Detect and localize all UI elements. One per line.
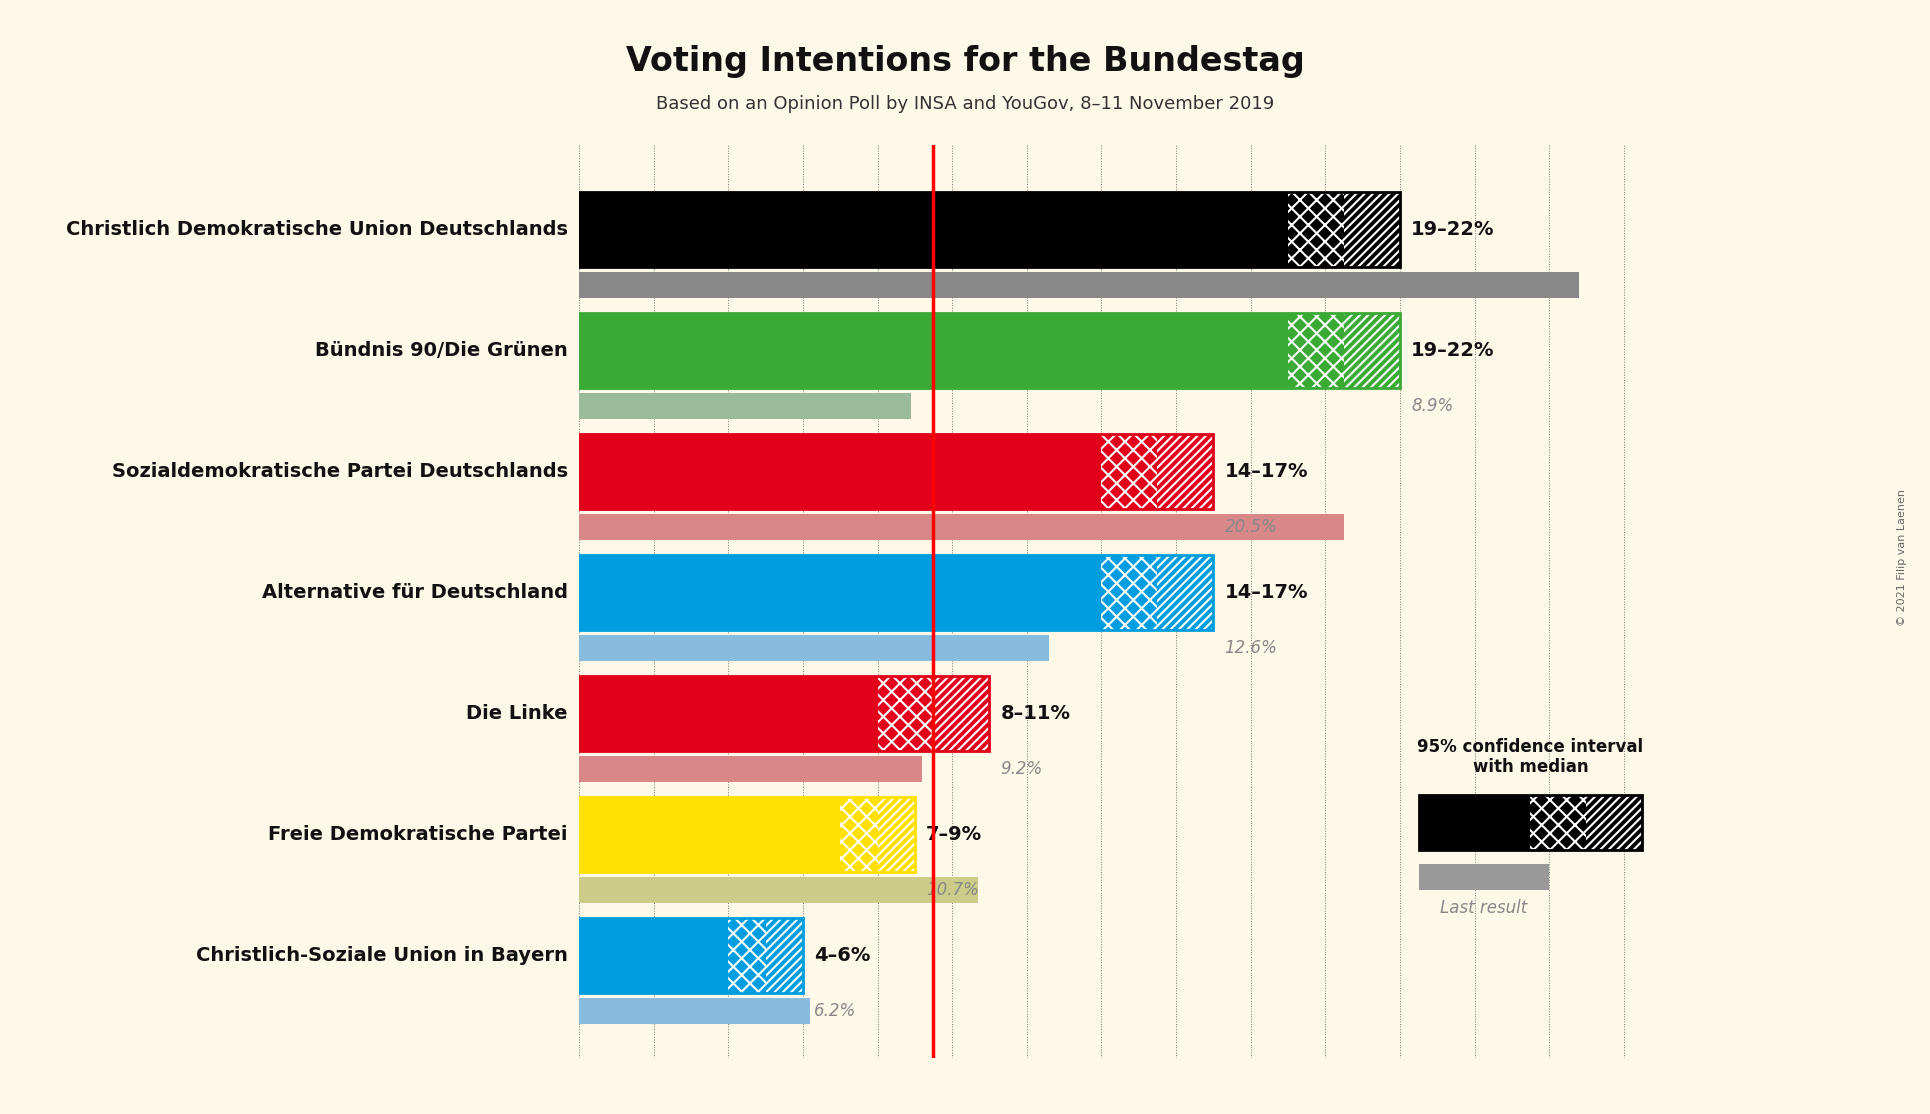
Text: 8–11%: 8–11% [1000, 704, 1071, 723]
Text: Last result: Last result [1440, 899, 1527, 917]
Text: Freie Demokratische Partei: Freie Demokratische Partei [268, 825, 567, 844]
Bar [579, 192, 1287, 267]
Bar [1158, 555, 1214, 631]
Bar [766, 918, 803, 993]
Text: 4–6%: 4–6% [814, 946, 870, 965]
Bar [878, 797, 915, 872]
Bar [579, 434, 1214, 509]
Text: 6.2%: 6.2% [814, 1003, 857, 1020]
Text: 14–17%: 14–17% [1224, 583, 1309, 602]
Text: 26.8%: 26.8% [1411, 276, 1465, 294]
Bar [1287, 192, 1343, 267]
Text: Alternative für Deutschland: Alternative für Deutschland [262, 583, 567, 602]
Text: 14–17%: 14–17% [1224, 462, 1309, 481]
Bar [579, 676, 990, 751]
Text: Based on an Opinion Poll by INSA and YouGov, 8–11 November 2019: Based on an Opinion Poll by INSA and You… [656, 95, 1274, 113]
Bar [878, 676, 934, 751]
Bar [579, 797, 840, 872]
Bar [1343, 313, 1399, 388]
Bar [579, 393, 911, 420]
Text: 9.2%: 9.2% [1000, 760, 1042, 779]
Text: Sozialdemokratische Partei Deutschlands: Sozialdemokratische Partei Deutschlands [112, 462, 567, 481]
Bar [579, 755, 923, 782]
Bar [1102, 555, 1158, 631]
Bar [579, 797, 915, 872]
Text: 7–9%: 7–9% [926, 825, 982, 844]
Bar [1419, 863, 1550, 890]
Bar [579, 514, 1343, 540]
Text: 19–22%: 19–22% [1411, 341, 1494, 360]
Bar [579, 272, 1579, 299]
Bar [579, 998, 811, 1025]
Bar [579, 676, 878, 751]
Bar [1287, 313, 1343, 388]
Bar [579, 918, 728, 993]
Bar [1158, 434, 1214, 509]
Bar [934, 676, 990, 751]
Text: 10.7%: 10.7% [926, 881, 979, 899]
Bar [1419, 795, 1642, 850]
Bar [579, 555, 1102, 631]
Text: Christlich-Soziale Union in Bayern: Christlich-Soziale Union in Bayern [197, 946, 567, 965]
Bar [1102, 434, 1158, 509]
Bar [1419, 795, 1530, 850]
Bar [579, 635, 1050, 662]
Text: Die Linke: Die Linke [467, 704, 567, 723]
Bar [579, 918, 803, 993]
Text: Bündnis 90/Die Grünen: Bündnis 90/Die Grünen [315, 341, 567, 360]
Bar [1586, 795, 1642, 850]
Bar [579, 192, 1399, 267]
Bar [1530, 795, 1586, 850]
Text: 95% confidence interval
with median: 95% confidence interval with median [1417, 737, 1644, 776]
Bar [1343, 192, 1399, 267]
Bar [579, 434, 1102, 509]
Text: © 2021 Filip van Laenen: © 2021 Filip van Laenen [1897, 489, 1907, 625]
Bar [579, 313, 1287, 388]
Text: 19–22%: 19–22% [1411, 219, 1494, 240]
Text: Christlich Demokratische Union Deutschlands: Christlich Demokratische Union Deutschla… [66, 219, 567, 240]
Bar [579, 877, 979, 903]
Bar [728, 918, 766, 993]
Bar [840, 797, 878, 872]
Text: 12.6%: 12.6% [1224, 639, 1278, 657]
Text: 8.9%: 8.9% [1411, 398, 1453, 416]
Bar [579, 555, 1214, 631]
Bar [579, 313, 1399, 388]
Text: Voting Intentions for the Bundestag: Voting Intentions for the Bundestag [625, 45, 1305, 78]
Text: 20.5%: 20.5% [1224, 518, 1278, 536]
